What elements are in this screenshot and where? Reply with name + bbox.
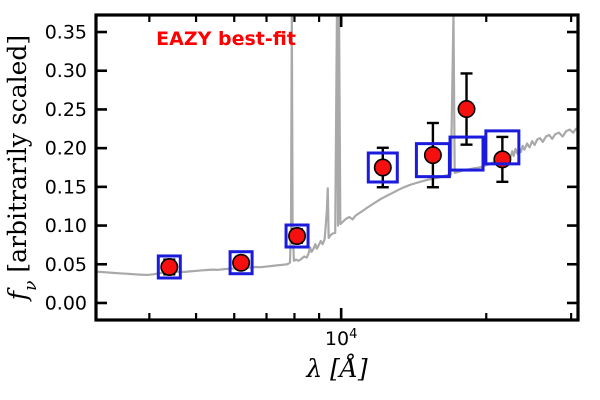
model-photometry-square-5 <box>448 135 485 172</box>
model-photometry-square-2 <box>284 223 310 249</box>
observed-photometry-point-0 <box>160 257 179 276</box>
y-tick-label-3: 0.15 <box>45 176 87 198</box>
observed-photometry-marker <box>232 253 251 272</box>
observed-photometry-marker <box>373 158 392 177</box>
observed-photometry-point-1 <box>232 253 251 272</box>
spectrum-group <box>96 15 578 277</box>
observed-photometry-marker <box>160 257 179 276</box>
model-photometry-square-1 <box>228 250 254 276</box>
x-tick-label-0: 104 <box>325 327 357 351</box>
observed-photometry-marker <box>423 146 442 165</box>
observed-photometry-marker <box>288 227 307 246</box>
y-tick-label-0: 0.00 <box>45 292 87 314</box>
axes-frame <box>94 13 580 322</box>
observed-photometry-point-6 <box>493 135 512 184</box>
y-tick-label-2: 0.10 <box>45 215 87 237</box>
observed-photometry-marker <box>457 100 476 119</box>
model-photometry-square-3 <box>366 151 399 184</box>
y-tick-label-4: 0.20 <box>45 138 87 160</box>
model-photometry-square-0 <box>156 254 182 280</box>
observed-photometry-point-5 <box>457 72 476 146</box>
best-fit-spectrum-line <box>96 15 578 277</box>
y-tick-label-5: 0.25 <box>45 99 87 121</box>
y-tick-label-1: 0.05 <box>45 254 87 276</box>
y-axis-label: fν [arbitrarily scaled] <box>3 35 41 302</box>
y-tick-label-6: 0.30 <box>45 60 87 82</box>
y-tick-label-7: 0.35 <box>45 22 87 44</box>
model-photometry-square-6 <box>484 129 521 166</box>
observed-photometry-point-2 <box>288 227 307 246</box>
x-axis-label: λ [Å] <box>305 353 368 383</box>
eazy-best-fit-annotation: EAZY best-fit <box>156 28 296 50</box>
